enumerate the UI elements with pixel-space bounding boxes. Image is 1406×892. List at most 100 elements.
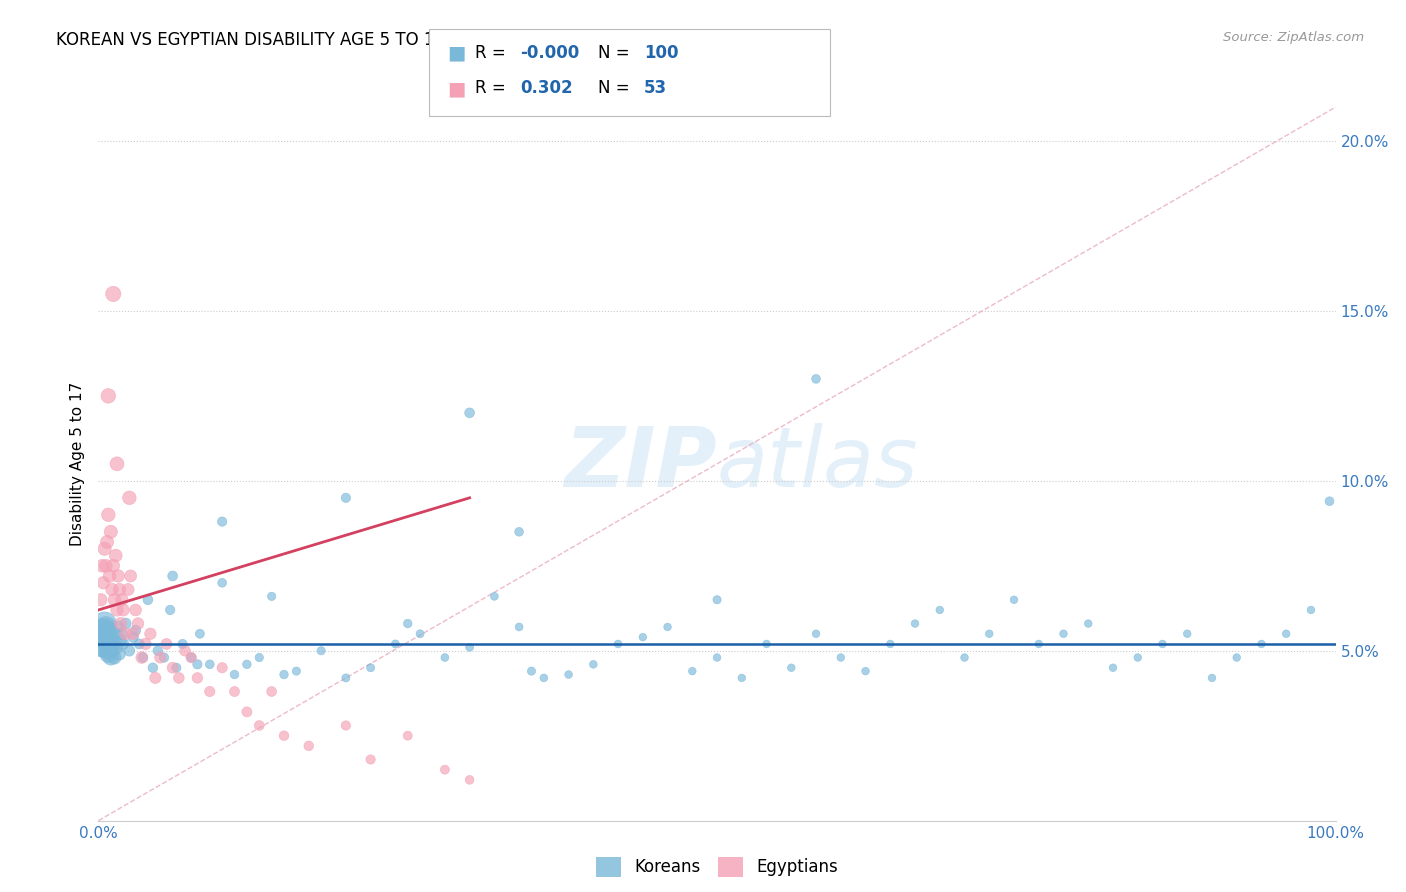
- Point: [93, 630, 115, 644]
- Point: [186, 671, 208, 685]
- Point: [247, 650, 270, 665]
- Point: [1175, 626, 1198, 640]
- Point: [1250, 637, 1272, 651]
- Point: [91, 558, 114, 573]
- Y-axis label: Disability Age 5 to 17: Disability Age 5 to 17: [70, 382, 86, 546]
- Point: [131, 650, 153, 665]
- Text: R =: R =: [475, 44, 512, 62]
- Text: N =: N =: [598, 79, 634, 97]
- Point: [706, 650, 728, 665]
- Point: [174, 644, 197, 658]
- Point: [111, 626, 134, 640]
- Point: [93, 616, 115, 631]
- Point: [384, 637, 406, 651]
- Point: [433, 763, 456, 777]
- Point: [153, 650, 176, 665]
- Point: [879, 637, 901, 651]
- Point: [120, 569, 142, 583]
- Point: [97, 389, 120, 403]
- Point: [180, 650, 202, 665]
- Point: [103, 287, 125, 301]
- Point: [97, 647, 120, 661]
- Point: [162, 661, 184, 675]
- Point: [273, 667, 295, 681]
- Point: [103, 592, 125, 607]
- Point: [108, 582, 131, 597]
- Point: [100, 524, 122, 539]
- Point: [979, 626, 1001, 640]
- Text: Source: ZipAtlas.com: Source: ZipAtlas.com: [1223, 31, 1364, 45]
- Point: [117, 582, 139, 597]
- Point: [110, 616, 132, 631]
- Point: [132, 650, 155, 665]
- Point: [93, 575, 115, 590]
- Point: [97, 644, 120, 658]
- Point: [360, 752, 382, 766]
- Point: [90, 626, 112, 640]
- Point: [557, 667, 579, 681]
- Point: [90, 592, 112, 607]
- Point: [114, 626, 136, 640]
- Point: [167, 671, 190, 685]
- Point: [118, 491, 141, 505]
- Point: [755, 637, 778, 651]
- Point: [1319, 494, 1341, 508]
- Point: [98, 637, 121, 651]
- Point: [1052, 626, 1074, 640]
- Point: [1226, 650, 1249, 665]
- Point: [103, 650, 125, 665]
- Point: [247, 718, 270, 732]
- Point: [122, 626, 145, 640]
- Point: [508, 524, 530, 539]
- Point: [285, 664, 308, 678]
- Point: [458, 772, 481, 787]
- Point: [731, 671, 754, 685]
- Point: [96, 624, 118, 638]
- Point: [1102, 661, 1125, 675]
- Point: [1152, 637, 1174, 651]
- Point: [91, 637, 114, 651]
- Point: [484, 590, 506, 604]
- Point: [804, 372, 827, 386]
- Point: [236, 705, 259, 719]
- Point: [98, 630, 121, 644]
- Point: [97, 508, 120, 522]
- Point: [105, 603, 128, 617]
- Point: [134, 637, 156, 651]
- Point: [1201, 671, 1223, 685]
- Point: [508, 620, 530, 634]
- Point: [128, 637, 150, 651]
- Point: [706, 592, 728, 607]
- Point: [136, 592, 159, 607]
- Point: [211, 661, 233, 675]
- Point: [94, 558, 117, 573]
- Point: [127, 616, 149, 631]
- Text: atlas: atlas: [717, 424, 918, 504]
- Point: [224, 684, 246, 698]
- Point: [107, 620, 129, 634]
- Point: [433, 650, 456, 665]
- Point: [112, 603, 135, 617]
- Text: 0.302: 0.302: [520, 79, 572, 97]
- Point: [298, 739, 321, 753]
- Point: [211, 515, 233, 529]
- Point: [360, 661, 382, 675]
- Point: [904, 616, 927, 631]
- Point: [1028, 637, 1050, 651]
- Point: [94, 640, 117, 655]
- Point: [94, 620, 117, 634]
- Point: [104, 549, 127, 563]
- Point: [335, 718, 357, 732]
- Point: [607, 637, 630, 651]
- Text: -0.000: -0.000: [520, 44, 579, 62]
- Text: KOREAN VS EGYPTIAN DISABILITY AGE 5 TO 17 CORRELATION CHART: KOREAN VS EGYPTIAN DISABILITY AGE 5 TO 1…: [56, 31, 630, 49]
- Point: [96, 535, 118, 549]
- Point: [124, 603, 146, 617]
- Point: [165, 661, 187, 675]
- Point: [1299, 603, 1322, 617]
- Point: [100, 650, 122, 665]
- Point: [143, 671, 166, 685]
- Text: 53: 53: [644, 79, 666, 97]
- Point: [273, 729, 295, 743]
- Point: [93, 541, 115, 556]
